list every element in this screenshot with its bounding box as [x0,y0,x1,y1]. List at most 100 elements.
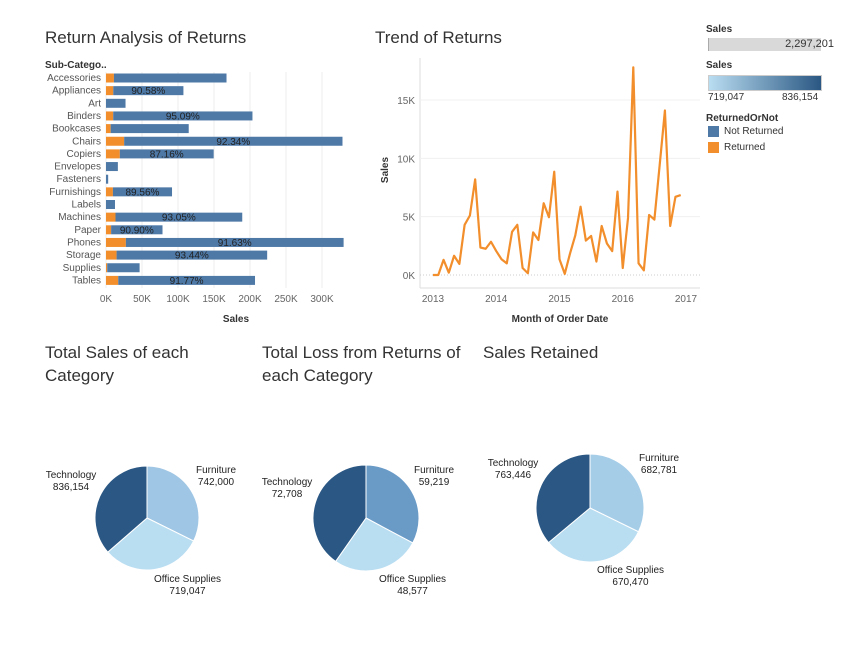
bar-not-returned [124,136,343,146]
category-label: Fasteners [57,174,101,185]
pie1-title: Total Sales of each Category [45,343,189,385]
bar-chart-title: Return Analysis of Returns [45,28,247,47]
category-label: Storage [66,250,101,261]
y-tick-label: 0K [403,271,416,282]
color-legend-min: 719,047 [708,92,745,103]
bar-not-returned [110,124,189,134]
bar-returned [106,263,108,273]
bar-percent-label: 92.34% [216,137,250,148]
x-tick-label: 100K [166,294,190,305]
line-chart: 0K 5K 10K 15K 2013 2014 2015 2016 2017 Month of O… [380,58,700,325]
y-tick-label: 10K [397,154,415,165]
pie2-label-office-supplies: Office Supplies 48,577 [378,574,447,597]
bar-not-returned [107,263,140,273]
bar-percent-label: 90.90% [120,225,154,236]
bar-not-returned [119,149,214,159]
pie1-slice-furniture [146,465,200,542]
size-legend-bar [708,38,821,51]
pie1-slice-office-supplies [107,517,195,571]
pie3-slice-technology [535,453,591,544]
x-tick-label: 2013 [422,294,445,305]
category-label: Phones [67,237,101,248]
category-label: Appliances [52,86,101,97]
bar-not-returned [125,237,344,247]
bar-not-returned [113,111,253,121]
x-axis-title: Month of Order Date [512,314,609,325]
bar-percent-label: 91.77% [170,276,204,287]
bar-not-returned [106,174,109,184]
pie2-slice-furniture [365,464,420,544]
bar-not-returned [112,187,173,197]
category-label: Machines [58,212,101,223]
category-label: Chairs [72,136,101,147]
not-returned-swatch[interactable] [708,126,719,137]
x-tick-label: 2014 [485,294,508,305]
pie2-slice-office-supplies [334,517,414,572]
x-tick-label: 200K [238,294,262,305]
category-label: Envelopes [54,162,101,173]
not-returned-label[interactable]: Not Returned [724,126,784,137]
bar-returned [106,111,114,121]
category-label: Bookcases [52,124,101,135]
category-label: Supplies [63,263,101,274]
pie1-label-technology: Technology 836,154 [45,470,97,493]
bar-not-returned [106,98,126,108]
color-legend-max: 836,154 [782,92,819,103]
bar-not-returned [115,212,243,222]
pie2-label-furniture: Furniture 59,219 [413,465,454,488]
bar-returned [106,225,112,235]
category-label: Accessories [47,73,101,84]
pie3-slice-furniture [589,453,645,533]
category-label: Furnishings [49,187,101,198]
bar-returned [106,86,114,96]
pie1-label-furniture: Furniture 742,000 [195,465,236,488]
pie3-slice-office-supplies [547,507,640,563]
pie1-slice-technology [94,465,148,553]
returned-legend-title: ReturnedOrNot [706,113,779,124]
bar-percent-label: 95.09% [166,111,200,122]
category-label: Binders [67,111,101,122]
category-label: Art [88,98,101,109]
bar-returned [106,237,126,247]
bar-not-returned [113,86,184,96]
x-tick-label: 50K [133,294,151,305]
x-tick-label: 0K [100,294,113,305]
pie2-title: Total Loss from Returns of each Category [262,343,461,385]
y-tick-label: 5K [403,213,416,224]
pie1-label-office-supplies: Office Supplies 719,047 [153,574,222,597]
category-label: Copiers [67,149,101,160]
returned-label[interactable]: Returned [724,142,766,153]
x-tick-label: 300K [310,294,334,305]
bar-percent-label: 93.05% [162,213,196,224]
pie3-title: Sales Retained [483,343,599,362]
pie3-label-technology: Technology 763,446 [487,458,539,481]
bar-returned [106,124,111,134]
bar-returned [106,212,116,222]
pie3-label-office-supplies: Office Supplies 670,470 [596,565,665,588]
size-legend-title: Sales [706,24,733,35]
x-tick-label: 250K [274,294,298,305]
bar-percent-label: 90.58% [131,86,165,97]
color-legend-gradient [708,75,822,91]
bar-returned [106,187,113,197]
x-tick-label: 2016 [612,294,635,305]
sales-line [433,66,682,277]
bar-returned [106,73,114,83]
category-label: Tables [72,275,101,286]
bar-not-returned [106,200,115,209]
y-axis-title: Sales [380,156,391,183]
bar-not-returned [116,250,268,260]
pie-charts [94,453,645,572]
bar-not-returned [106,162,118,172]
x-tick-label: 2017 [675,294,698,305]
x-axis-title: Sales [223,314,250,325]
category-label: Paper [74,225,101,236]
line-chart-title: Trend of Returns [375,28,502,47]
bar-not-returned [118,275,256,285]
bar-returned [106,275,119,285]
bar-percent-label: 87.16% [150,149,184,160]
row-header: Sub-Catego.. [45,60,107,71]
category-label: Labels [72,200,101,211]
returned-swatch[interactable] [708,142,719,153]
